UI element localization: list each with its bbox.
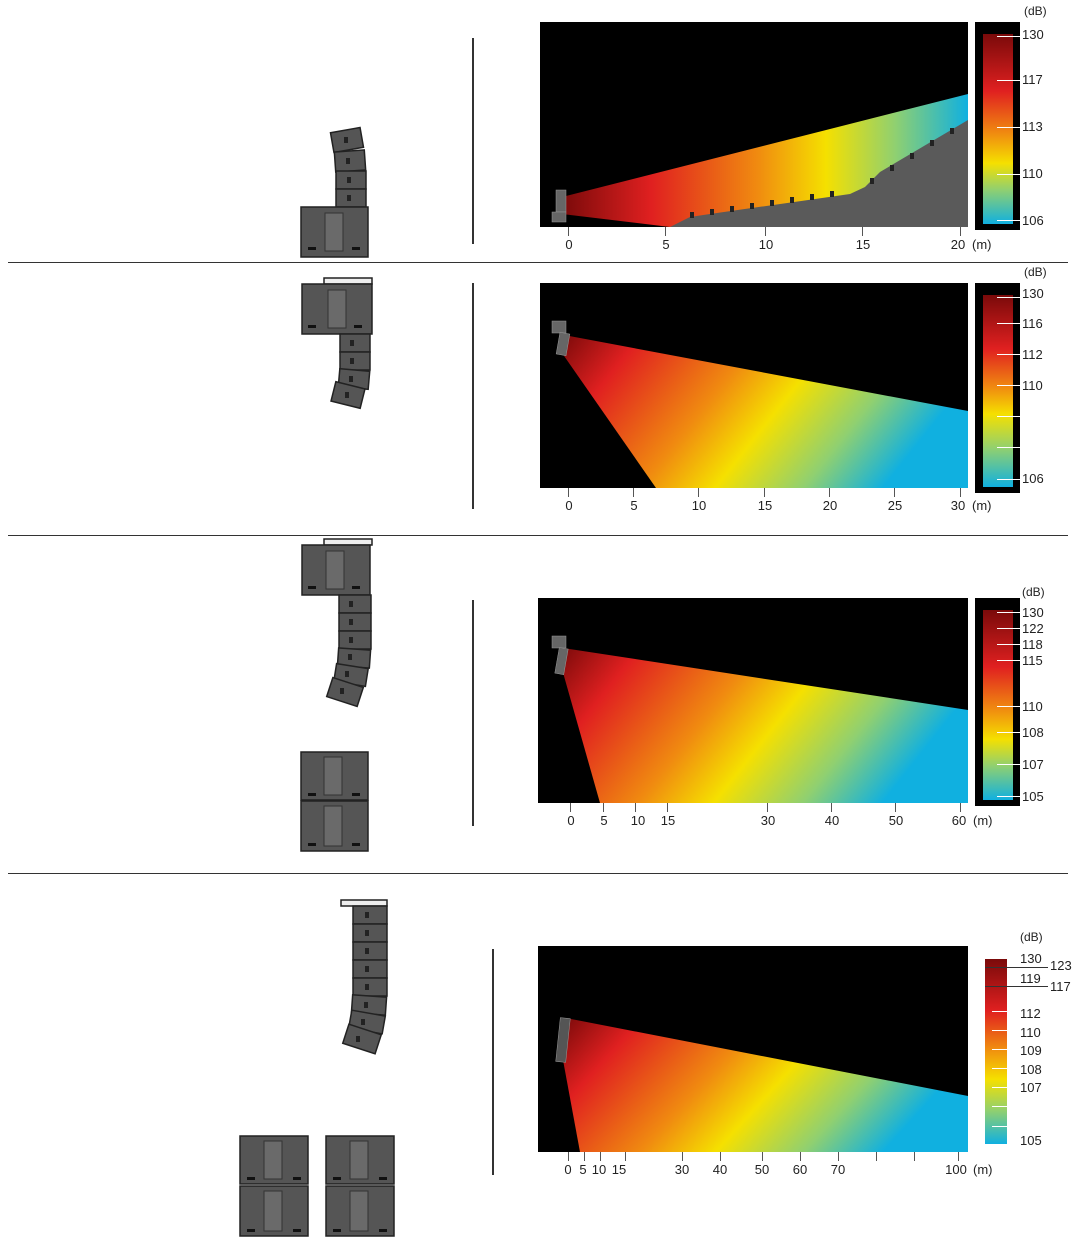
x-tick-label: 15 <box>660 813 676 828</box>
colorbar-label: 130 <box>1022 605 1044 620</box>
x-axis: 0 5 10 15 30 40 50 60 70 100 (m) <box>538 1152 1008 1177</box>
section-divider <box>8 873 1068 874</box>
colorbar <box>975 283 1020 493</box>
colorbar-label: 109 <box>1020 1043 1042 1058</box>
separator-line <box>492 949 494 1175</box>
db-unit: (dB) <box>1024 4 1047 18</box>
colorbar-side-label: 123 <box>1050 958 1072 973</box>
db-unit: (dB) <box>1020 930 1043 944</box>
x-unit: (m) <box>972 498 992 513</box>
speaker-array-diagram <box>298 538 378 856</box>
colorbar-label: 106 <box>1022 213 1044 228</box>
x-tick-label: 0 <box>565 237 573 252</box>
colorbar-label: 115 <box>1022 653 1043 668</box>
x-unit: (m) <box>972 237 992 252</box>
x-tick-label: 50 <box>754 1162 770 1177</box>
section-divider <box>8 262 1068 263</box>
colorbar <box>975 22 1020 230</box>
x-tick-label: 40 <box>712 1162 728 1177</box>
colorbar-label: 110 <box>1022 378 1043 393</box>
x-tick-label: 30 <box>760 813 776 828</box>
x-tick-label: 15 <box>855 237 871 252</box>
spl-plot <box>538 946 968 1152</box>
x-tick-label: 0 <box>565 498 573 513</box>
x-tick-label: 10 <box>758 237 774 252</box>
colorbar-label: 130 <box>1022 286 1044 301</box>
separator-line <box>472 283 474 509</box>
spl-plot <box>538 598 968 803</box>
speaker-array-diagram <box>335 898 395 1058</box>
x-axis: 0 5 10 15 20 (m) <box>540 227 1010 252</box>
colorbar-label: 107 <box>1020 1080 1042 1095</box>
x-tick-label: 30 <box>674 1162 690 1177</box>
db-unit: (dB) <box>1022 585 1045 599</box>
colorbar-label: 130 <box>1020 951 1042 966</box>
colorbar-label: 116 <box>1022 316 1043 331</box>
x-tick-label: 5 <box>579 1162 587 1177</box>
colorbar-side-label: 117 <box>1050 979 1071 994</box>
x-tick-label: 0 <box>567 813 575 828</box>
x-axis: 0 5 10 15 30 40 50 60 (m) <box>538 803 1008 828</box>
section-2: 0 5 10 15 20 25 30 (m) (dB) 130 116 112 … <box>0 263 1075 535</box>
colorbar <box>985 959 1007 1144</box>
x-tick-label: 25 <box>887 498 903 513</box>
x-tick-label: 60 <box>792 1162 808 1177</box>
colorbar-label: 117 <box>1022 72 1043 87</box>
x-tick-label: 40 <box>824 813 840 828</box>
colorbar <box>975 598 1020 806</box>
x-unit: (m) <box>973 1162 993 1177</box>
colorbar-label: 108 <box>1020 1062 1042 1077</box>
x-tick-label: 5 <box>630 498 638 513</box>
colorbar-label: 105 <box>1022 789 1044 804</box>
colorbar-label: 112 <box>1020 1006 1041 1021</box>
colorbar-label: 105 <box>1020 1133 1042 1148</box>
x-tick-label: 15 <box>757 498 773 513</box>
colorbar-label: 112 <box>1022 347 1043 362</box>
section-4: 0 5 10 15 30 40 50 60 70 100 (m) (dB) 13… <box>0 874 1075 1240</box>
colorbar-label: 110 <box>1020 1025 1041 1040</box>
colorbar-label: 119 <box>1020 971 1041 986</box>
x-tick-label: 20 <box>822 498 838 513</box>
colorbar-label: 110 <box>1022 166 1043 181</box>
x-tick-label: 50 <box>888 813 904 828</box>
colorbar-label: 107 <box>1022 757 1044 772</box>
colorbar-label: 106 <box>1022 471 1044 486</box>
colorbar-label: 122 <box>1022 621 1044 636</box>
x-axis: 0 5 10 15 20 25 30 (m) <box>540 488 1010 513</box>
speaker-array-diagram <box>298 277 378 412</box>
x-tick-label: 20 <box>950 237 966 252</box>
x-unit: (m) <box>973 813 993 828</box>
section-1: 0 5 10 15 20 (m) (dB) 130 117 113 110 10… <box>0 0 1075 262</box>
section-3: 0 5 10 15 30 40 50 60 (m) (dB) 130 122 1… <box>0 536 1075 873</box>
colorbar-label: 108 <box>1022 725 1044 740</box>
x-tick-label: 10 <box>691 498 707 513</box>
colorbar-label: 118 <box>1022 637 1043 652</box>
separator-line <box>472 600 474 826</box>
spl-plot <box>540 22 968 227</box>
x-tick-label: 0 <box>564 1162 572 1177</box>
db-unit: (dB) <box>1024 265 1047 279</box>
x-tick-label: 100 <box>945 1162 967 1177</box>
subwoofer-stack-diagram <box>238 1134 398 1238</box>
separator-line <box>472 38 474 244</box>
colorbar-label: 110 <box>1022 699 1043 714</box>
x-tick-label: 5 <box>600 813 608 828</box>
x-tick-label: 15 <box>611 1162 627 1177</box>
x-tick-label: 5 <box>662 237 670 252</box>
x-tick-label: 10 <box>630 813 646 828</box>
x-tick-label: 10 <box>591 1162 607 1177</box>
x-tick-label: 60 <box>951 813 967 828</box>
x-tick-label: 70 <box>830 1162 846 1177</box>
spl-plot <box>540 283 968 488</box>
x-tick-label: 30 <box>950 498 966 513</box>
colorbar-label: 130 <box>1022 27 1044 42</box>
colorbar-label: 113 <box>1022 119 1043 134</box>
speaker-array-diagram <box>298 125 373 260</box>
section-divider <box>8 535 1068 536</box>
